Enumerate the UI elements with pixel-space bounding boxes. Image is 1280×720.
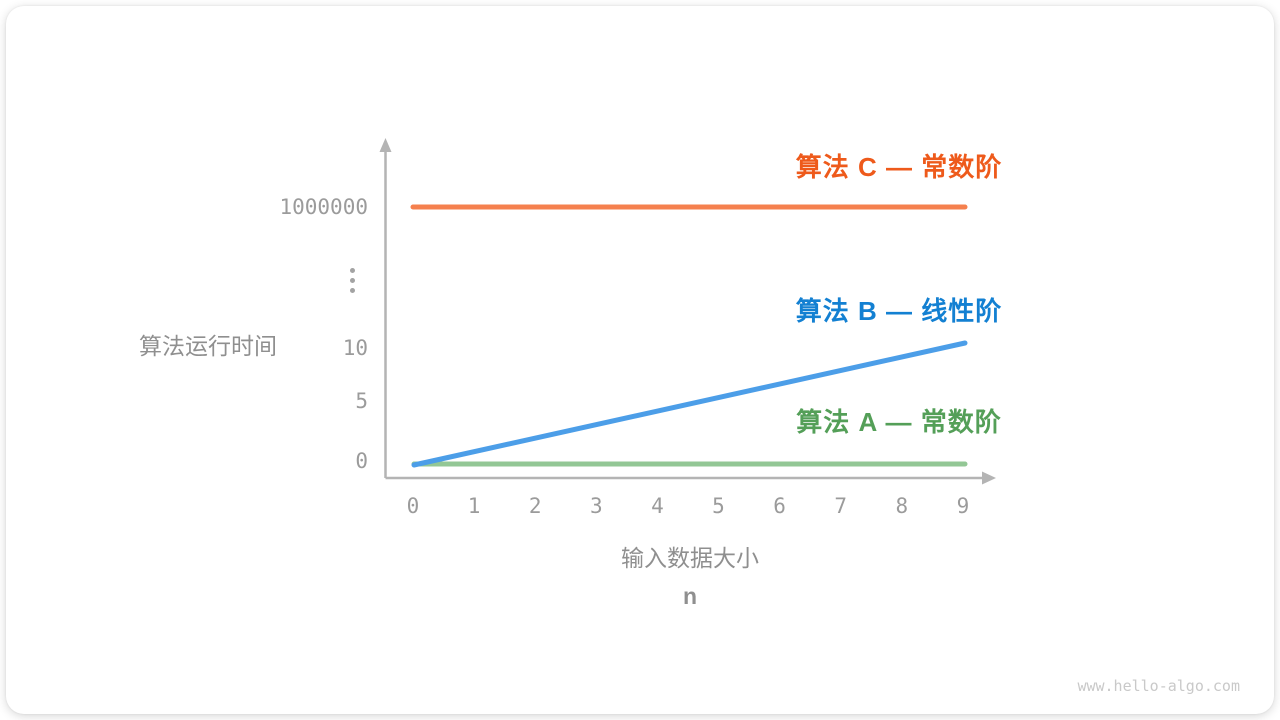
figure-card <box>6 6 1274 714</box>
y-tick-10: 10 <box>342 336 368 360</box>
x-tick: 0 <box>406 494 420 518</box>
x-tick: 6 <box>773 494 786 518</box>
break-dot <box>349 278 355 283</box>
y-axis-title: 算法运行时间 <box>139 333 277 359</box>
legend-algorithm-c: 算法 C — 常数阶 <box>795 152 1003 182</box>
x-tick: 7 <box>834 494 848 518</box>
x-axis-arrow-icon <box>982 471 996 485</box>
x-axis-title: 输入数据大小 <box>621 545 759 571</box>
legend-algorithm-b: 算法 B — 线性阶 <box>795 296 1003 326</box>
x-tick: 3 <box>589 494 603 518</box>
legend-algorithm-a: 算法 A — 常数阶 <box>796 407 1002 437</box>
x-tick: 9 <box>956 494 970 518</box>
x-tick: 5 <box>712 494 725 518</box>
x-tick: 8 <box>895 494 909 518</box>
y-tick-1000000: 1000000 <box>279 195 368 219</box>
y-tick-5: 5 <box>355 389 368 413</box>
break-dot <box>349 288 355 293</box>
x-tick: 1 <box>467 494 481 518</box>
watermark: www.hello-algo.com <box>1077 677 1240 695</box>
y-axis-arrow-icon <box>379 138 392 152</box>
x-tick: 2 <box>528 494 542 518</box>
x-axis-variable-label: n <box>682 583 698 609</box>
series-line-b <box>411 340 968 468</box>
y-axis-break-dots <box>336 268 368 293</box>
break-dot <box>349 268 355 273</box>
x-tick: 4 <box>651 494 664 518</box>
y-tick-0: 0 <box>355 449 368 473</box>
